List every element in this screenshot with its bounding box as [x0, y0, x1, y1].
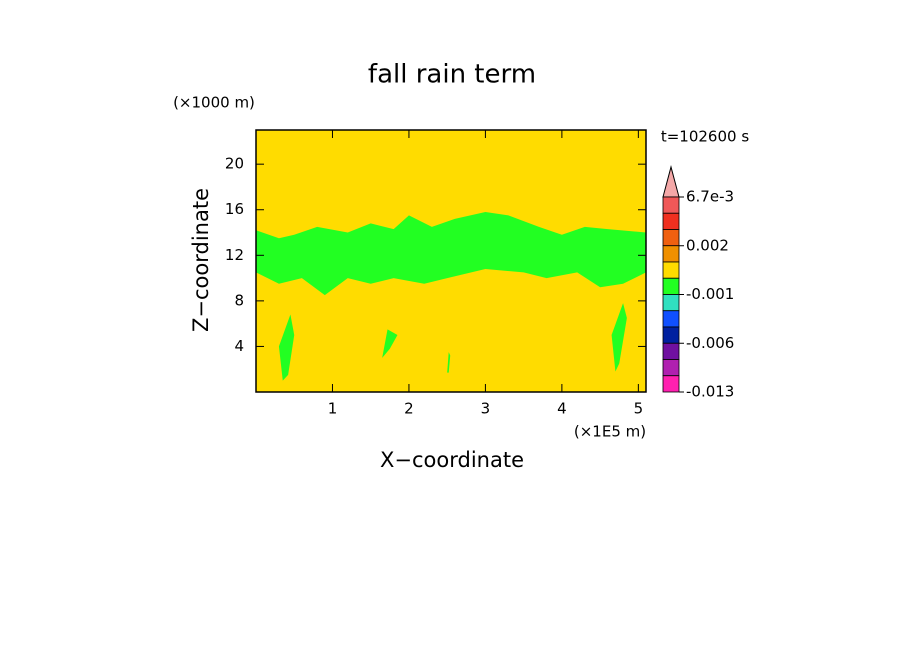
y-tick-label: 16: [225, 200, 244, 218]
y-tick-label: 8: [234, 291, 244, 309]
contour-region: [611, 303, 627, 372]
x-tick-label: 2: [404, 400, 414, 418]
colorbar-tick-label: -0.001: [686, 285, 734, 303]
y-tick-label: 4: [234, 337, 244, 355]
x-tick-label: 5: [634, 400, 644, 418]
colorbar-segment: [662, 294, 680, 312]
y-unit: (×1000 m): [173, 94, 255, 112]
colorbar-tick-label: 0.002: [686, 236, 729, 254]
x-unit: (×1E5 m): [574, 423, 646, 441]
x-tick-label: 3: [481, 400, 491, 418]
colorbar-segment: [662, 229, 680, 247]
colorbar-segment: [662, 212, 680, 230]
y-tick-label: 20: [225, 155, 244, 173]
y-axis-title: Z−coordinate: [189, 188, 213, 332]
contour-region: [256, 212, 646, 296]
colorbar-segment: [662, 277, 680, 295]
x-axis-title: X−coordinate: [380, 448, 524, 472]
colorbar-tick-label: 6.7e-3: [686, 188, 734, 206]
colorbar-tick-label: -0.013: [686, 383, 734, 401]
colorbar-tick-label: -0.006: [686, 334, 734, 352]
x-tick-label: 1: [328, 400, 338, 418]
colorbar-segment: [662, 326, 680, 344]
colorbar-segment: [662, 342, 680, 360]
plot-frame: [255, 129, 647, 393]
colorbar-segment: [662, 245, 680, 263]
colorbar-segment: [662, 196, 680, 214]
contour-region: [447, 352, 451, 373]
x-tick-label: 4: [557, 400, 567, 418]
contour-region: [278, 314, 295, 381]
colorbar-segment: [662, 375, 680, 393]
colorbar-segment: [662, 310, 680, 328]
time-annotation: t=102600 s: [661, 128, 749, 146]
colorbar-segment: [662, 261, 680, 279]
colorbar-segment: [662, 359, 680, 377]
chart-title: fall rain term: [368, 60, 536, 90]
y-tick-label: 12: [225, 246, 244, 264]
contour-region: [382, 329, 398, 358]
